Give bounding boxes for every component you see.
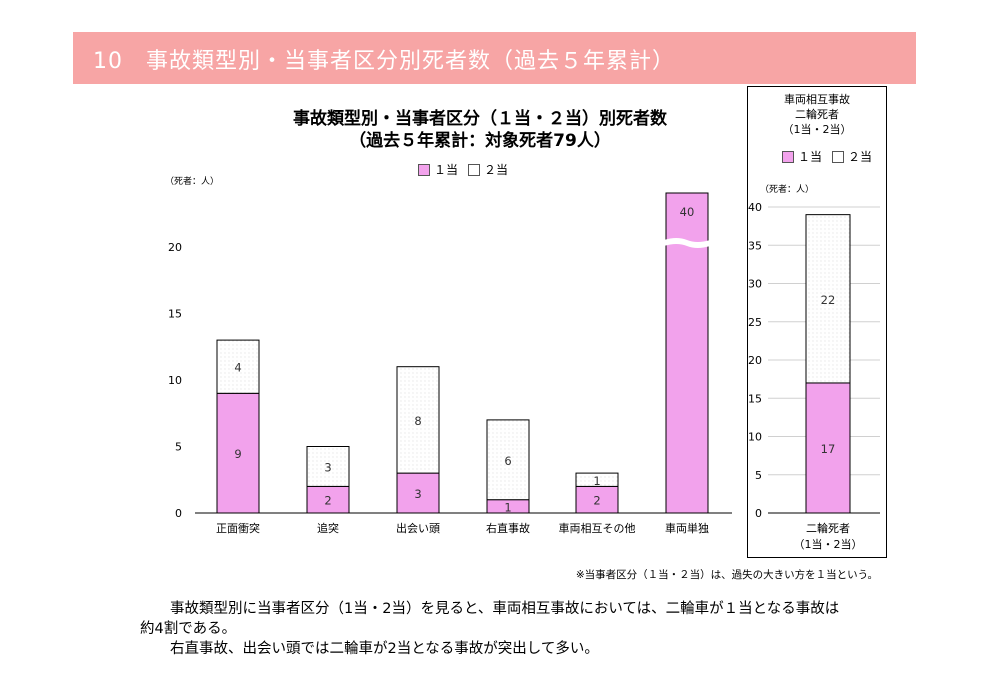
- bar-first-4: [575, 485, 619, 514]
- bar-second-2: [396, 366, 440, 474]
- side-y-tick-label-25: 25: [748, 316, 762, 329]
- data-label-first-1: 2: [324, 494, 331, 508]
- y-tick-label-10: 10: [168, 374, 182, 387]
- chart-title-line2: （過去５年累計：対象死者79人）: [349, 131, 611, 151]
- section-banner: 10 事故類型別・当事者区分別死者数（過去５年累計）: [73, 32, 916, 84]
- side-unit-label: （死者：人）: [760, 185, 815, 195]
- side-x-tick-label-line1: 二輪死者: [806, 521, 850, 535]
- legend-label-second: ２当: [484, 163, 509, 177]
- data-label-second-0: 4: [234, 361, 241, 375]
- data-label-first-5: 40: [680, 205, 695, 219]
- side-title-line1: 車両相互事故: [784, 93, 850, 106]
- legend-item-second: ２当: [468, 161, 508, 178]
- x-tick-label-1: 追突: [317, 521, 339, 535]
- chart-title-line1: 事故類型別・当事者区分（１当・２当）別死者数: [293, 109, 667, 129]
- y-tick-label-0: 0: [175, 507, 182, 520]
- data-label-second-2: 8: [414, 414, 421, 428]
- side-y-tick-label-0: 0: [755, 507, 762, 520]
- y-tick-label-20: 20: [168, 241, 182, 254]
- side-y-tick-label-30: 30: [748, 278, 762, 291]
- data-label-second-4: 1: [593, 474, 600, 488]
- data-label-first-0: 9: [234, 447, 241, 461]
- y-tick-label-5: 5: [175, 441, 182, 454]
- side-bar-second: [805, 214, 851, 384]
- legend-swatch-second: [468, 163, 481, 176]
- side-chart-title: 車両相互事故 二輪死者 （1当・2当）: [747, 92, 887, 137]
- side-x-tick-label-line2: （1当・2当）: [794, 537, 863, 551]
- side-data-label-first: 17: [821, 442, 836, 456]
- side-title-line2: 二輪死者: [795, 108, 839, 121]
- side-legend-label-first: １当: [798, 150, 823, 164]
- bar-second-0: [216, 339, 260, 394]
- main-unit-label: （死者：人）: [165, 177, 220, 187]
- x-tick-label-2: 出会い頭: [396, 521, 440, 535]
- data-label-first-4: 2: [593, 494, 600, 508]
- side-title-line3: （1当・2当）: [782, 123, 852, 136]
- bar-first-1: [306, 485, 350, 514]
- bar-second-3: [486, 419, 530, 501]
- data-label-second-1: 3: [324, 460, 331, 474]
- side-legend-swatch-first: [782, 150, 794, 163]
- side-bar-first: [805, 382, 851, 514]
- x-tick-label-4: 車両相互その他: [559, 521, 636, 535]
- x-tick-label-3: 右直事故: [486, 521, 530, 535]
- side-legend-swatch-second: [832, 150, 845, 163]
- side-y-tick-label-20: 20: [748, 354, 762, 367]
- bar-second-4: [575, 472, 619, 487]
- main-legend: １当 ２当: [418, 161, 518, 178]
- data-label-first-2: 3: [414, 487, 421, 501]
- data-label-first-3: 1: [504, 500, 511, 514]
- side-y-tick-label-35: 35: [748, 239, 762, 252]
- legend-label-first: １当: [434, 163, 459, 177]
- side-y-tick-label-10: 10: [748, 431, 762, 444]
- x-tick-label-0: 正面衝突: [216, 521, 260, 535]
- side-legend-item-first: １当: [782, 148, 822, 165]
- side-y-tick-label-40: 40: [748, 201, 762, 214]
- footnote: ※当事者区分（１当・２当）は、過失の大きい方を１当という。: [575, 569, 878, 581]
- legend-item-first: １当: [418, 161, 458, 178]
- section-title: 10 事故類型別・当事者区分別死者数（過去５年累計）: [93, 49, 675, 74]
- side-data-label-second: 22: [821, 293, 836, 307]
- bar-first-2: [396, 472, 440, 514]
- data-label-second-3: 6: [504, 454, 511, 468]
- x-tick-label-5: 車両単独: [665, 521, 709, 535]
- bar-second-1: [306, 446, 350, 487]
- axis-break-mark-5: [664, 238, 710, 248]
- paragraph-1-line2: 約4割である。: [140, 621, 237, 637]
- paragraph-2: 右直事故、出会い頭では二輪車が2当となる事故が突出して多い。: [170, 641, 599, 657]
- legend-swatch-first: [418, 163, 430, 176]
- y-tick-label-15: 15: [168, 308, 182, 321]
- bar-first-0: [216, 392, 260, 514]
- side-y-tick-label-5: 5: [755, 469, 762, 482]
- side-legend-label-second: ２当: [848, 150, 873, 164]
- side-chart-frame: [747, 86, 887, 558]
- side-legend-item-second: ２当: [832, 148, 872, 165]
- paragraph-1-line1: 事故類型別に当事者区分（1当・2当）を見ると、車両相互事故においては、二輪車が１…: [170, 601, 840, 617]
- side-legend: １当 ２当: [782, 148, 882, 165]
- side-y-tick-label-15: 15: [748, 392, 762, 405]
